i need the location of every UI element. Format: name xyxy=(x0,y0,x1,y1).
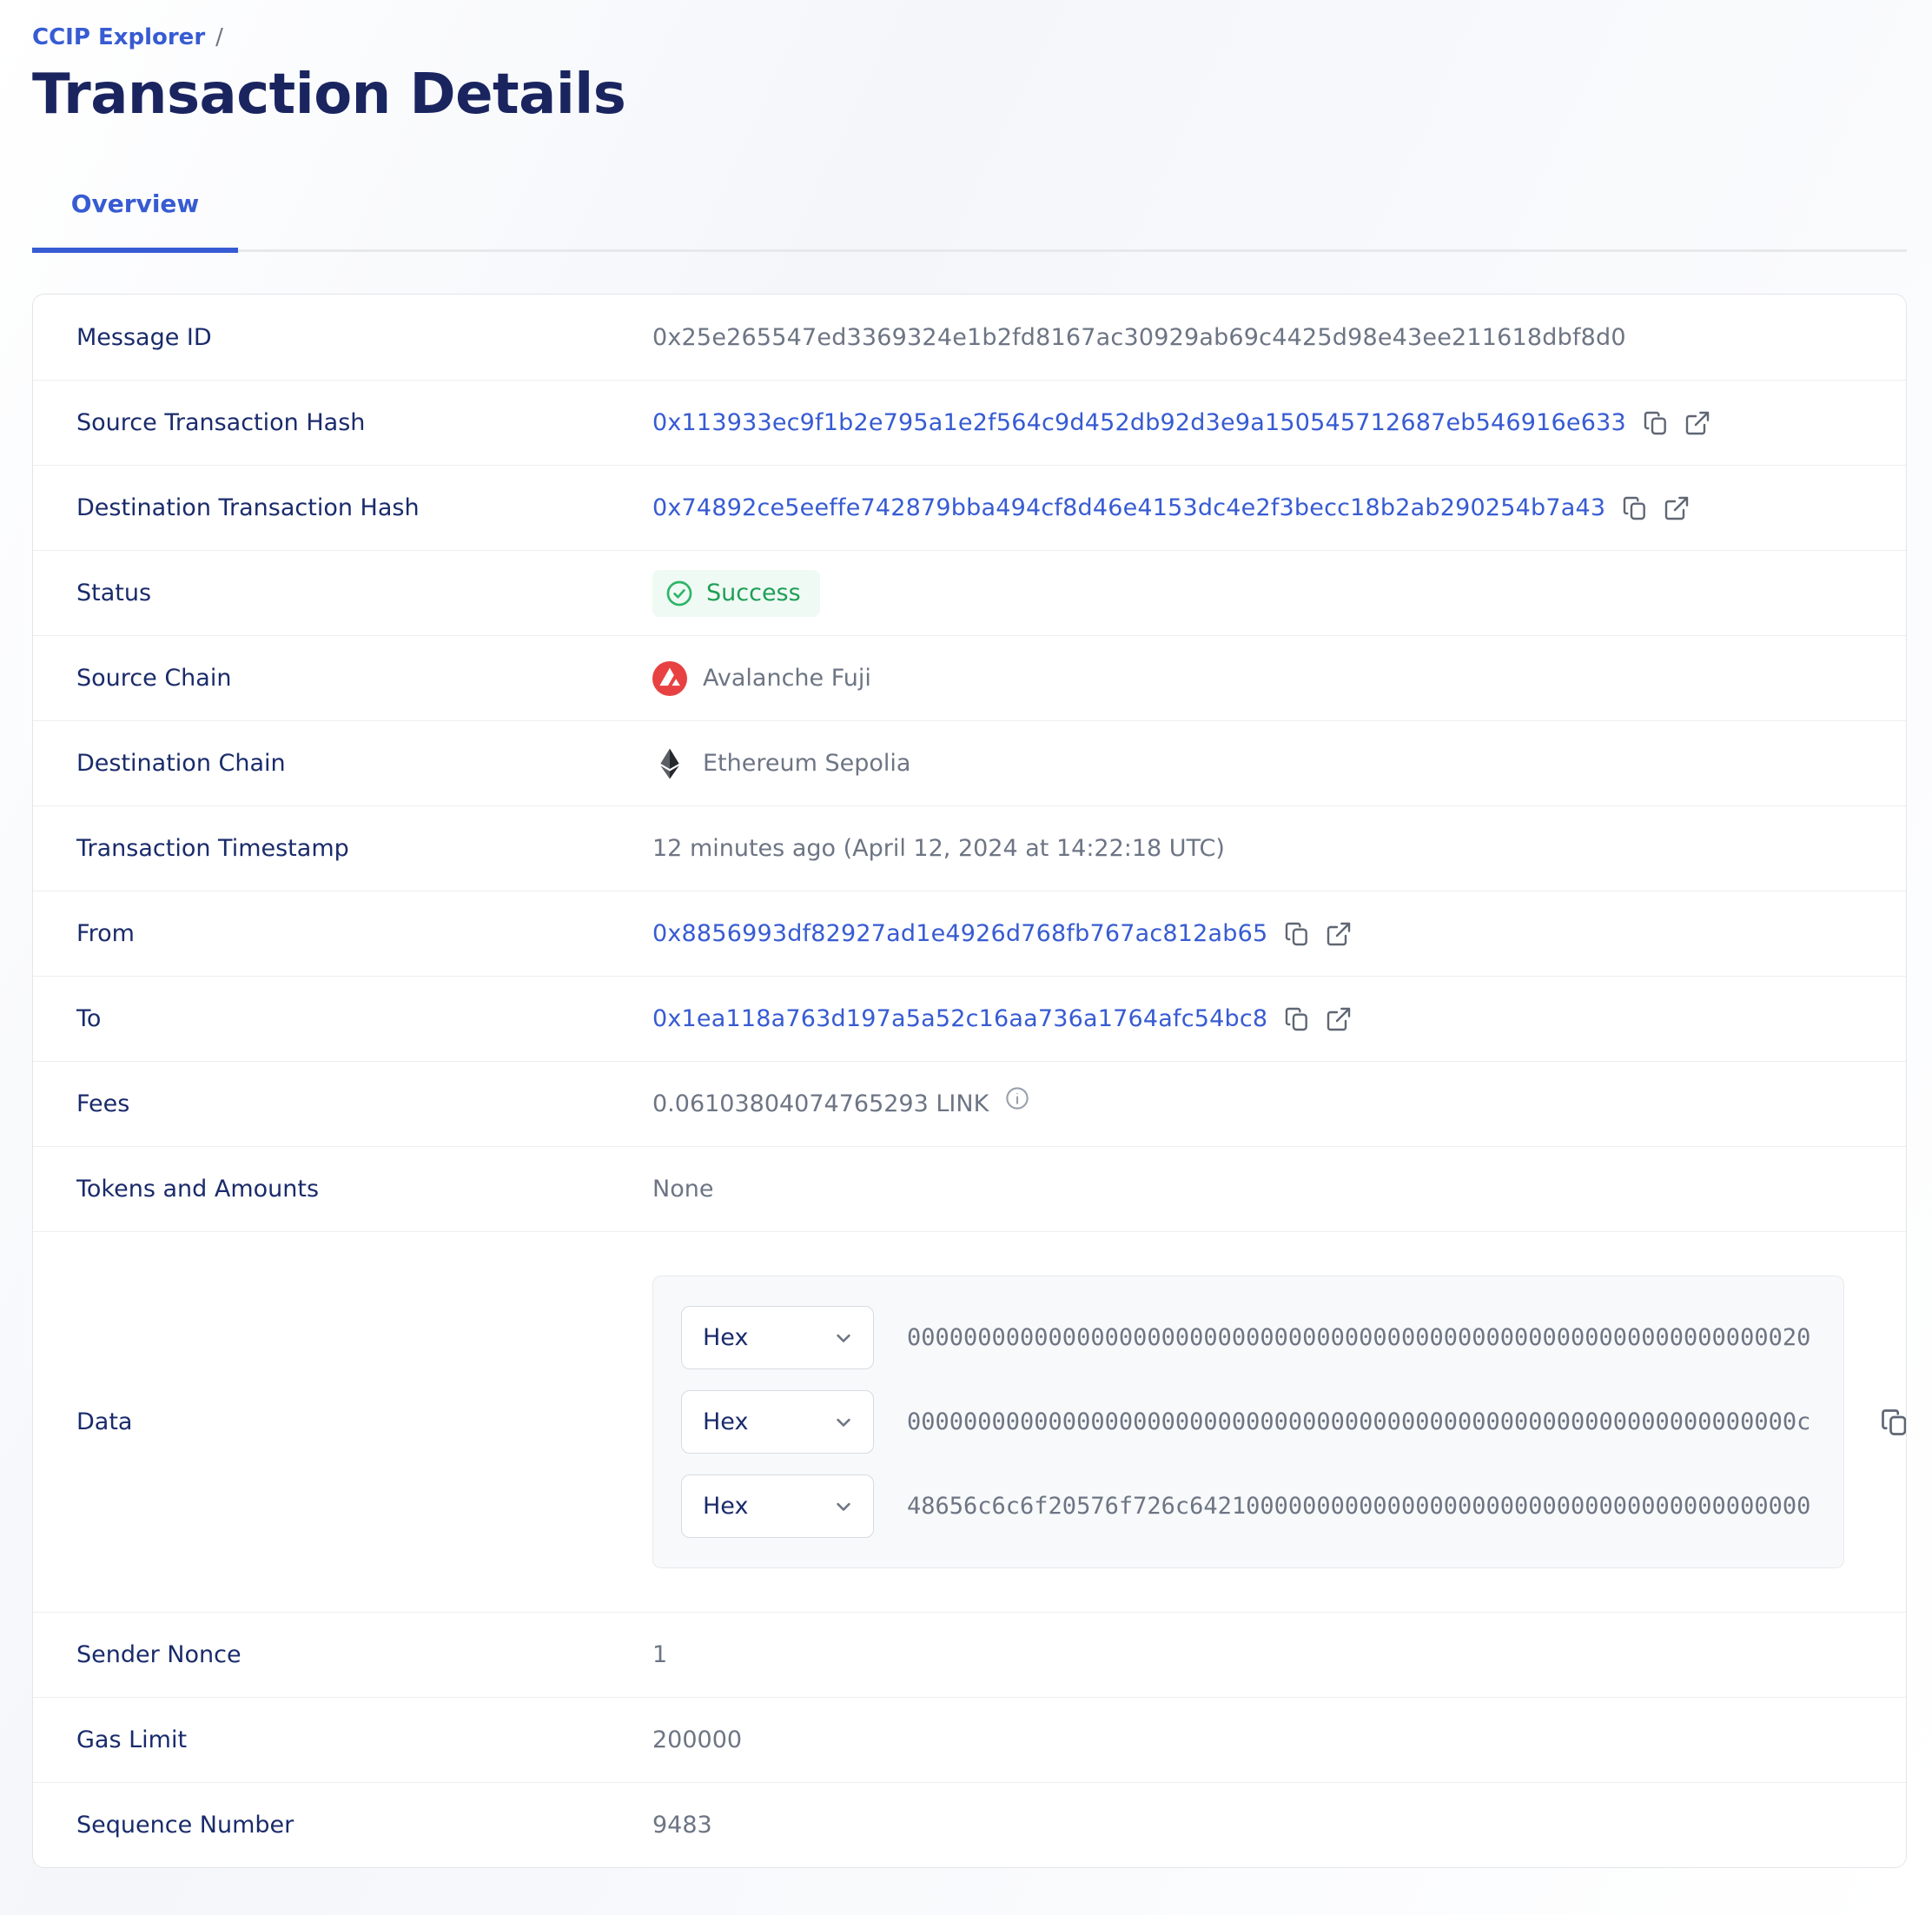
row-label: Destination Transaction Hash xyxy=(76,494,420,521)
row-label: To xyxy=(76,1005,102,1032)
table-row-gas-limit: Gas Limit 200000 xyxy=(33,1697,1906,1782)
copy-icon[interactable] xyxy=(1879,1407,1906,1438)
fees-value: 0.06103804074765293 LINK xyxy=(652,1090,989,1117)
data-hex-value: 48656c6c6f20576f726c64210000000000000000… xyxy=(907,1493,1811,1520)
from-address-link[interactable]: 0x8856993df82927ad1e4926d768fb767ac812ab… xyxy=(652,920,1268,947)
breadcrumb: CCIP Explorer / xyxy=(32,24,1907,50)
status-badge: Success xyxy=(652,569,820,617)
table-row-to: To 0x1ea118a763d197a5a52c16aa736a1764afc… xyxy=(33,976,1906,1061)
status-badge-label: Success xyxy=(706,580,801,606)
hex-format-select[interactable]: Hex xyxy=(681,1390,874,1454)
timestamp-value: 12 minutes ago (April 12, 2024 at 14:22:… xyxy=(652,835,1225,862)
row-label: Tokens and Amounts xyxy=(76,1176,320,1203)
gas-limit-value: 200000 xyxy=(652,1726,743,1753)
page-title: Transaction Details xyxy=(32,63,626,127)
row-label: Source Chain xyxy=(76,665,232,692)
row-label: Source Transaction Hash xyxy=(76,409,366,436)
external-link-icon[interactable] xyxy=(1663,494,1690,522)
table-row-from: From 0x8856993df82927ad1e4926d768fb767ac… xyxy=(33,891,1906,976)
table-row-status: Status Success xyxy=(33,550,1906,635)
hex-format-select[interactable]: Hex xyxy=(681,1306,874,1369)
hex-format-select-value: Hex xyxy=(703,1408,749,1435)
external-link-icon[interactable] xyxy=(1684,409,1711,437)
source-chain-name: Avalanche Fuji xyxy=(703,665,871,692)
row-label: Gas Limit xyxy=(76,1726,188,1753)
copy-icon[interactable] xyxy=(1283,920,1311,948)
row-label: Sender Nonce xyxy=(76,1641,242,1668)
row-label: Message ID xyxy=(76,323,212,351)
external-link-icon[interactable] xyxy=(1325,1005,1353,1033)
copy-icon[interactable] xyxy=(1283,1005,1311,1033)
row-label: Status xyxy=(76,580,152,606)
row-label: Sequence Number xyxy=(76,1812,294,1839)
table-row-destination-chain: Destination Chain Ethereum Sepolia xyxy=(33,720,1906,805)
row-label: Fees xyxy=(76,1090,130,1117)
source-tx-hash-link[interactable]: 0x113933ec9f1b2e795a1e2f564c9d452db92d3e… xyxy=(652,409,1626,436)
chevron-down-icon xyxy=(831,1494,856,1519)
data-hex-line: Hex 000000000000000000000000000000000000… xyxy=(681,1306,1816,1369)
ethereum-logo-icon xyxy=(652,746,687,781)
data-hex-panel: Hex 000000000000000000000000000000000000… xyxy=(652,1276,1844,1568)
copy-icon[interactable] xyxy=(1621,494,1649,522)
to-address-link[interactable]: 0x1ea118a763d197a5a52c16aa736a1764afc54b… xyxy=(652,1005,1268,1032)
avalanche-logo-icon xyxy=(652,660,687,696)
chevron-down-icon xyxy=(831,1410,856,1435)
data-hex-line: Hex 48656c6c6f20576f726c6421000000000000… xyxy=(681,1474,1816,1538)
table-row-destination-tx-hash: Destination Transaction Hash 0x74892ce5e… xyxy=(33,465,1906,550)
message-id-value: 0x25e265547ed3369324e1b2fd8167ac30929ab6… xyxy=(652,323,1626,351)
data-hex-line: Hex 000000000000000000000000000000000000… xyxy=(681,1390,1816,1454)
table-row-sender-nonce: Sender Nonce 1 xyxy=(33,1612,1906,1697)
table-row-tokens-and-amounts: Tokens and Amounts None xyxy=(33,1146,1906,1231)
hex-format-select[interactable]: Hex xyxy=(681,1474,874,1538)
table-row-message-id: Message ID 0x25e265547ed3369324e1b2fd816… xyxy=(33,295,1906,380)
transaction-details-table: Message ID 0x25e265547ed3369324e1b2fd816… xyxy=(32,294,1907,1868)
table-row-timestamp: Transaction Timestamp 12 minutes ago (Ap… xyxy=(33,805,1906,891)
row-label: Data xyxy=(76,1408,133,1435)
sequence-number-value: 9483 xyxy=(652,1812,712,1839)
row-label: Destination Chain xyxy=(76,750,286,777)
data-hex-value: 0000000000000000000000000000000000000000… xyxy=(907,1324,1811,1351)
row-label: From xyxy=(76,920,135,947)
table-row-source-chain: Source Chain Avalanche Fuji xyxy=(33,635,1906,720)
row-label: Transaction Timestamp xyxy=(76,835,349,862)
destination-chain-name: Ethereum Sepolia xyxy=(703,750,911,777)
info-icon[interactable] xyxy=(1004,1085,1030,1111)
destination-tx-hash-link[interactable]: 0x74892ce5eeffe742879bba494cf8d46e4153dc… xyxy=(652,494,1606,521)
hex-format-select-value: Hex xyxy=(703,1493,749,1520)
hex-format-select-value: Hex xyxy=(703,1324,749,1351)
table-row-fees: Fees 0.06103804074765293 LINK xyxy=(33,1061,1906,1146)
breadcrumb-ccip-explorer-link[interactable]: CCIP Explorer xyxy=(32,24,206,50)
breadcrumb-separator: / xyxy=(215,24,223,50)
check-circle-icon xyxy=(665,579,694,608)
table-row-data: Data Hex 0000000000000000000000000000000… xyxy=(33,1231,1906,1612)
tokens-and-amounts-value: None xyxy=(652,1176,714,1203)
external-link-icon[interactable] xyxy=(1325,920,1353,948)
table-row-sequence-number: Sequence Number 9483 xyxy=(33,1782,1906,1867)
copy-icon[interactable] xyxy=(1642,409,1670,437)
sender-nonce-value: 1 xyxy=(652,1641,668,1668)
tab-overview[interactable]: Overview xyxy=(32,189,238,253)
table-row-source-tx-hash: Source Transaction Hash 0x113933ec9f1b2e… xyxy=(33,380,1906,465)
data-hex-value: 0000000000000000000000000000000000000000… xyxy=(907,1408,1811,1435)
chevron-down-icon xyxy=(831,1326,856,1350)
tab-bar: Overview xyxy=(32,189,1907,253)
